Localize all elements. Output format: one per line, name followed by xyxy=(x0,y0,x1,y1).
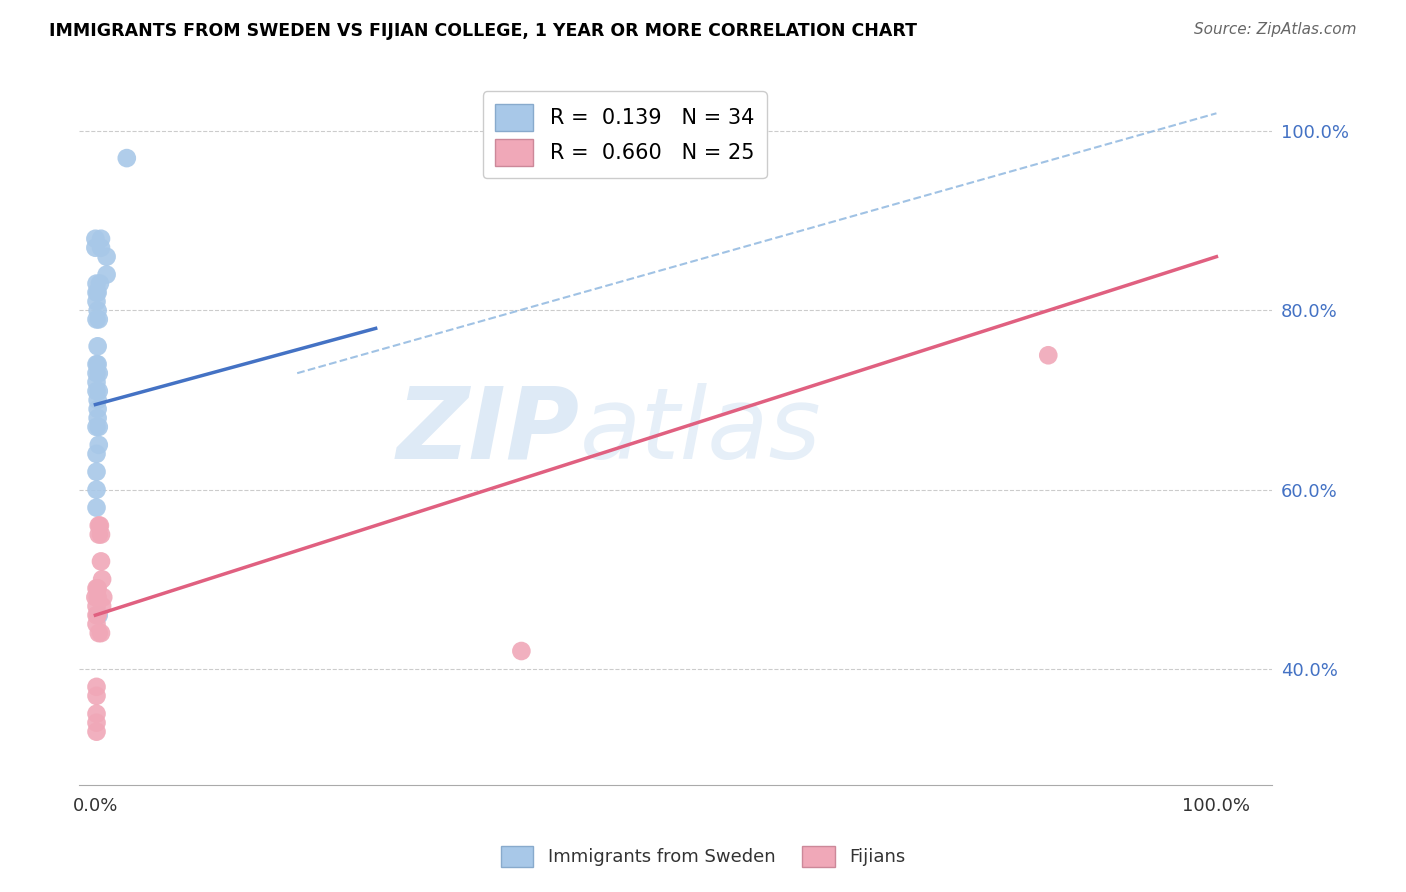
Point xyxy=(510,644,533,658)
Point xyxy=(86,411,108,425)
Point xyxy=(86,500,108,515)
Point xyxy=(86,608,108,623)
Point xyxy=(86,582,108,596)
Text: atlas: atlas xyxy=(581,383,821,480)
Text: ZIP: ZIP xyxy=(396,383,581,480)
Text: Source: ZipAtlas.com: Source: ZipAtlas.com xyxy=(1194,22,1357,37)
Point xyxy=(87,626,110,640)
Point xyxy=(86,715,108,730)
Point xyxy=(86,447,108,461)
Point xyxy=(86,689,108,703)
Point xyxy=(86,483,108,497)
Point xyxy=(86,420,108,434)
Point xyxy=(89,518,111,533)
Point xyxy=(86,303,108,318)
Point xyxy=(86,375,108,389)
Point xyxy=(86,724,108,739)
Point xyxy=(84,591,107,605)
Point xyxy=(87,608,110,623)
Point xyxy=(86,384,108,398)
Point xyxy=(84,241,107,255)
Point xyxy=(87,527,110,541)
Point xyxy=(86,591,108,605)
Point xyxy=(90,554,112,568)
Point xyxy=(91,591,114,605)
Point xyxy=(115,151,138,165)
Point xyxy=(87,384,110,398)
Point xyxy=(86,294,108,309)
Point xyxy=(91,572,114,586)
Point xyxy=(90,626,112,640)
Legend: Immigrants from Sweden, Fijians: Immigrants from Sweden, Fijians xyxy=(494,838,912,874)
Point xyxy=(89,277,111,291)
Point xyxy=(86,339,108,353)
Point xyxy=(86,465,108,479)
Point xyxy=(86,599,108,614)
Point xyxy=(86,402,108,417)
Point xyxy=(90,232,112,246)
Point xyxy=(86,617,108,632)
Point xyxy=(84,232,107,246)
Point xyxy=(86,680,108,694)
Point xyxy=(96,250,118,264)
Point xyxy=(86,366,108,380)
Legend: R =  0.139   N = 34, R =  0.660   N = 25: R = 0.139 N = 34, R = 0.660 N = 25 xyxy=(484,91,766,178)
Point xyxy=(86,357,108,371)
Point xyxy=(86,357,108,371)
Point xyxy=(91,599,114,614)
Point xyxy=(90,241,112,255)
Point xyxy=(90,527,112,541)
Point xyxy=(87,438,110,452)
Point xyxy=(87,366,110,380)
Point xyxy=(1038,348,1060,362)
Point xyxy=(86,277,108,291)
Point xyxy=(86,393,108,408)
Point xyxy=(86,582,108,596)
Point xyxy=(86,285,108,300)
Point xyxy=(96,268,118,282)
Point xyxy=(86,706,108,721)
Point xyxy=(86,312,108,326)
Point xyxy=(86,608,108,623)
Point xyxy=(87,518,110,533)
Text: IMMIGRANTS FROM SWEDEN VS FIJIAN COLLEGE, 1 YEAR OR MORE CORRELATION CHART: IMMIGRANTS FROM SWEDEN VS FIJIAN COLLEGE… xyxy=(49,22,917,40)
Point xyxy=(86,285,108,300)
Point xyxy=(87,420,110,434)
Point xyxy=(87,312,110,326)
